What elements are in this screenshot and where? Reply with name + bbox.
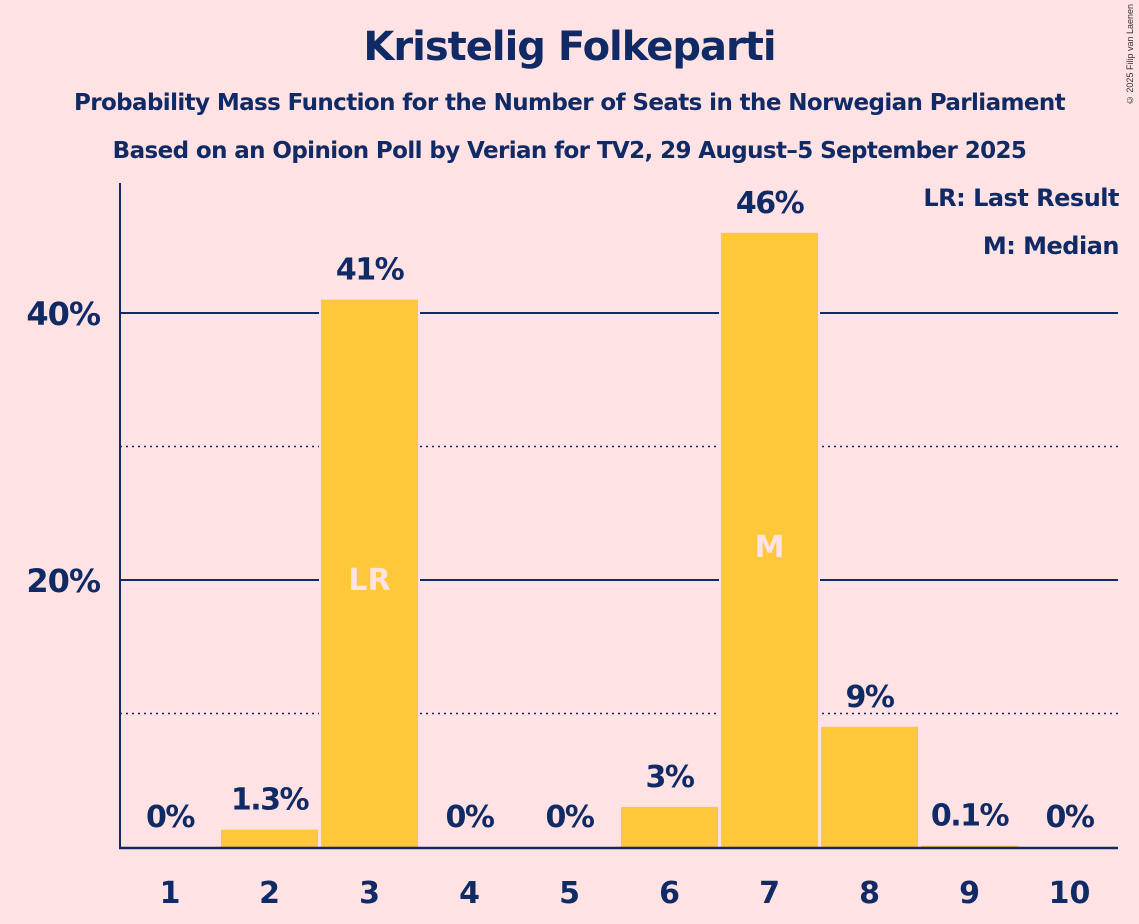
x-tick-label: 4	[459, 876, 480, 911]
x-tick-label: 9	[959, 876, 980, 911]
x-tick-label: 10	[1049, 876, 1091, 911]
chart-source: Based on an Opinion Poll by Verian for T…	[112, 138, 1027, 164]
bar-6	[621, 806, 718, 847]
x-tick-label: 3	[359, 876, 380, 911]
bar-9	[921, 845, 1018, 847]
data-label-6: 3%	[646, 760, 695, 795]
legend-last-result: LR: Last Result	[923, 184, 1119, 212]
bar-2	[221, 829, 318, 847]
x-tick-label: 2	[259, 876, 280, 911]
x-tick-label: 7	[759, 876, 780, 911]
bar-marker-lr: LR	[348, 563, 390, 598]
y-tick-label: 20%	[26, 562, 101, 600]
bar-3	[321, 299, 418, 847]
bar-8	[821, 726, 918, 847]
bar-marker-m: M	[755, 530, 785, 565]
data-label-7: 46%	[736, 186, 805, 221]
bar-7	[721, 232, 818, 847]
x-tick-label: 1	[160, 876, 181, 911]
data-label-5: 0%	[546, 800, 595, 835]
data-label-10: 0%	[1046, 800, 1095, 835]
x-tick-label: 8	[859, 876, 880, 911]
data-label-2: 1.3%	[231, 783, 310, 818]
data-label-4: 0%	[446, 800, 495, 835]
data-label-8: 9%	[846, 680, 895, 715]
data-label-1: 0%	[146, 800, 195, 835]
y-tick-label: 40%	[26, 295, 101, 333]
chart-title: Kristelig Folkeparti	[363, 24, 776, 70]
x-tick-label: 5	[559, 876, 580, 911]
legend-median: M: Median	[982, 232, 1120, 260]
x-tick-label: 6	[659, 876, 680, 911]
data-label-3: 41%	[336, 253, 405, 288]
chart-subtitle: Probability Mass Function for the Number…	[73, 90, 1066, 116]
data-label-9: 0.1%	[931, 799, 1010, 834]
